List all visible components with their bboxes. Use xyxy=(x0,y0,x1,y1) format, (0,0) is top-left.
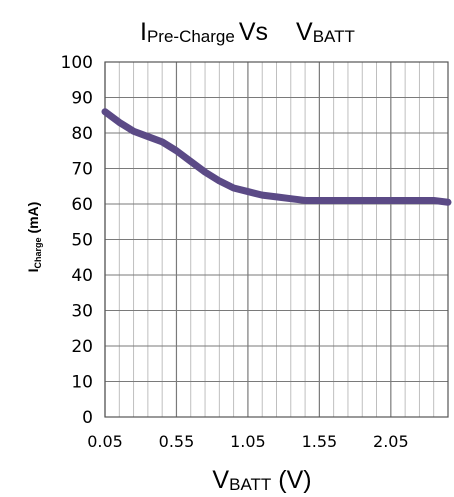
y-tick-label: 60 xyxy=(71,195,93,215)
y-tick-label: 40 xyxy=(71,266,93,286)
title-vs: Vs xyxy=(239,18,268,46)
plot-frame xyxy=(104,61,449,418)
y-axis-label-unit: (mA) xyxy=(25,202,41,238)
x-axis-label-unit: (V) xyxy=(271,466,311,494)
y-tick-label: 100 xyxy=(61,53,93,73)
series xyxy=(101,108,452,206)
y-tick-label: 70 xyxy=(71,160,93,180)
title-v-sub: BATT xyxy=(313,27,355,46)
x-tick-label: 0.55 xyxy=(159,432,195,451)
title-i-sub: Pre-Charge xyxy=(147,27,235,46)
grid xyxy=(104,61,449,418)
y-tick-label: 30 xyxy=(71,302,93,322)
x-axis-label: VBATT (V) xyxy=(212,466,311,494)
title-i: I xyxy=(140,18,147,46)
y-tick-label: 50 xyxy=(71,231,93,251)
y-tick-label: 0 xyxy=(82,408,93,428)
y-axis-label: ICharge (mA) xyxy=(25,202,43,273)
y-tick-label: 90 xyxy=(71,89,93,109)
x-axis-label-sub: BATT xyxy=(229,475,271,494)
y-axis-label-i: I xyxy=(25,268,41,272)
x-tick-label: 1.55 xyxy=(302,432,338,451)
y-tick-label: 80 xyxy=(71,124,93,144)
x-axis-label-v: V xyxy=(212,466,229,494)
y-tick-labels: 0 10 20 30 40 50 60 70 80 90 100 xyxy=(61,53,93,428)
x-tick-label: 1.05 xyxy=(230,432,266,451)
series-line xyxy=(101,108,452,206)
y-tick-label: 10 xyxy=(71,373,93,393)
x-tick-label: 2.05 xyxy=(373,432,409,451)
chart-title: IPre-Charge Vs VBATT xyxy=(140,18,355,46)
y-tick-label: 20 xyxy=(71,337,93,357)
x-tick-label: 0.05 xyxy=(87,432,123,451)
title-v: V xyxy=(296,18,313,46)
x-tick-labels: 0.05 0.55 1.05 1.55 2.05 xyxy=(87,432,408,451)
y-axis-label-sub: Charge xyxy=(33,237,43,268)
